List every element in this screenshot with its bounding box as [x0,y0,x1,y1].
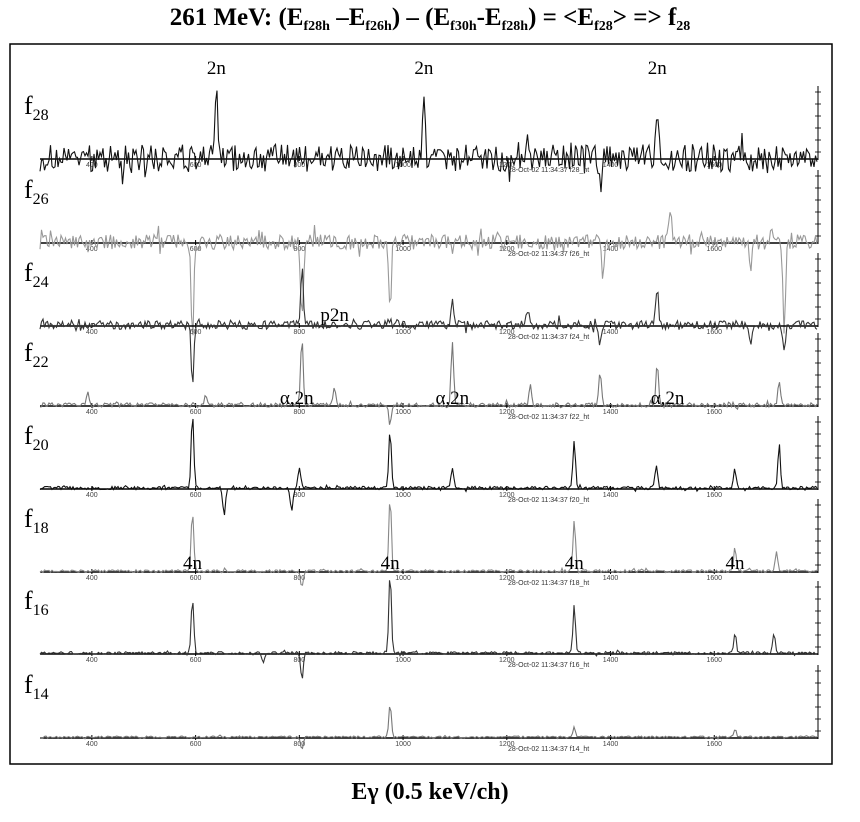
x-tick-label: 800 [293,246,305,253]
x-tick-label: 600 [190,657,202,664]
x-tick-label: 400 [86,657,98,664]
x-tick-label: 600 [190,492,202,499]
x-tick-label: 800 [293,492,305,499]
peak-annotation: 4n [726,553,746,574]
spectrum-label: f24 [24,258,49,291]
x-tick-label: 1000 [395,329,411,336]
x-tick-label: 1600 [706,657,722,664]
x-tick-label: 400 [86,741,98,748]
spectrum-trace [39,504,818,586]
spectrum-timestamp: 28-Oct-02 11:34:37 f24_ht [508,334,589,341]
spectrum-trace [39,342,818,425]
spectrum-label: f18 [24,504,49,537]
spectrum-label: f26 [24,175,49,208]
x-tick-label: 600 [190,575,202,582]
x-tick-label: 1600 [706,246,722,253]
spectrum-trace [39,580,818,679]
peak-annotation: α,2n [435,388,469,409]
x-tick-label: 1400 [603,329,619,336]
x-tick-label: 800 [293,329,305,336]
x-tick-label: 600 [190,409,202,416]
peak-annotation: 2n [207,58,227,79]
spectrum-label: f16 [24,586,49,619]
x-tick-label: 1000 [395,409,411,416]
x-tick-label: 1200 [499,741,515,748]
plot-frame [9,43,833,765]
x-tick-label: 1000 [395,575,411,582]
x-tick-label: 1600 [706,409,722,416]
spectrum-trace [39,268,818,383]
spectrum-timestamp: 28-Oct-02 11:34:37 f18_ht [508,580,589,587]
x-tick-label: 1600 [706,741,722,748]
spectrum-trace [39,212,818,336]
x-tick-label: 1200 [499,329,515,336]
x-tick-label: 1400 [603,657,619,664]
spectrum-trace [39,90,818,193]
spectrum-timestamp: 28-Oct-02 11:34:37 f26_ht [508,251,589,258]
chart-title: 261 MeV: (Ef28h –Ef26h) – (Ef30h-Ef28h) … [169,4,691,34]
x-tick-label: 1400 [603,409,619,416]
peak-annotation: α,2n [651,388,685,409]
spectrum-trace [39,418,818,516]
x-tick-label: 1200 [499,492,515,499]
x-tick-label: 1400 [603,492,619,499]
x-axis-label: Eγ (0.5 keV/ch) [351,779,509,805]
x-tick-label: 1600 [706,492,722,499]
x-tick-label: 1600 [706,329,722,336]
x-tick-label: 1600 [706,162,722,169]
x-tick-label: 1000 [395,492,411,499]
spectrum-timestamp: 28-Oct-02 11:34:37 f16_ht [508,662,589,669]
x-tick-label: 800 [293,741,305,748]
x-tick-label: 1400 [603,575,619,582]
x-tick-label: 600 [190,741,202,748]
x-tick-label: 800 [293,409,305,416]
x-tick-label: 800 [293,162,305,169]
spectrum-label: f14 [24,670,49,703]
spectrum-timestamp: 28-Oct-02 11:34:37 f20_ht [508,497,589,504]
spectrum-label: f28 [24,91,49,124]
x-tick-label: 1200 [499,657,515,664]
spectrum-timestamp: 28-Oct-02 11:34:37 f22_ht [508,414,589,421]
spectrum-label: f22 [24,338,49,371]
peak-annotation: 2n [414,58,434,79]
x-tick-label: 1400 [603,741,619,748]
spectrum-timestamp: 28-Oct-02 11:34:37 f14_ht [508,746,589,753]
x-tick-label: 1400 [603,162,619,169]
peak-annotation: α,2n [280,388,314,409]
x-tick-label: 1200 [499,409,515,416]
x-tick-label: 1000 [395,657,411,664]
peak-annotation: 4n [565,553,585,574]
peak-annotation: p2n [320,305,349,326]
x-tick-label: 1000 [395,162,411,169]
x-tick-label: 1000 [395,246,411,253]
peak-annotation: 2n [648,58,668,79]
x-tick-label: 400 [86,409,98,416]
spectrum-trace [39,706,818,750]
x-tick-label: 400 [86,246,98,253]
x-tick-label: 1400 [603,246,619,253]
x-tick-label: 400 [86,329,98,336]
x-tick-label: 1600 [706,575,722,582]
x-tick-label: 400 [86,575,98,582]
peak-annotation: 4n [381,553,401,574]
x-tick-label: 800 [293,575,305,582]
x-tick-label: 400 [86,492,98,499]
spectrum-timestamp: 28-Oct-02 11:34:37 f28_ht [508,167,589,174]
peak-annotation: 4n [183,553,203,574]
x-tick-label: 1200 [499,575,515,582]
x-tick-label: 1200 [499,246,515,253]
spectrum-label: f20 [24,421,49,454]
x-tick-label: 1000 [395,741,411,748]
x-tick-label: 400 [86,162,98,169]
